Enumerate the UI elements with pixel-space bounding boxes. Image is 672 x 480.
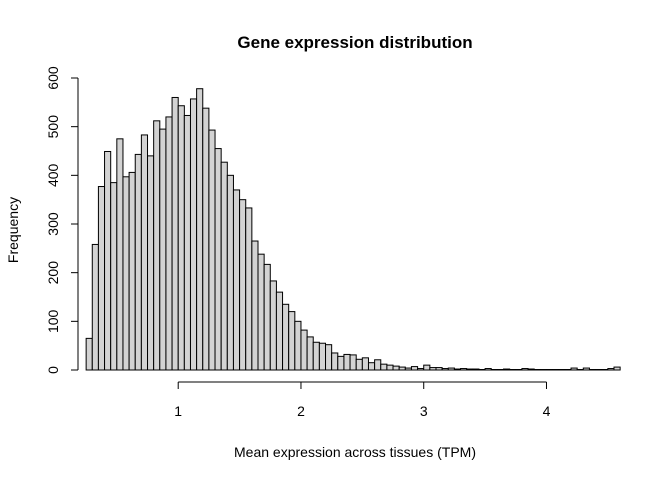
histogram-bar	[460, 368, 468, 371]
y-axis: 0 100 200 300 400 500 600	[45, 66, 79, 374]
y-tick-label: 100	[45, 309, 61, 333]
chart-title: Gene expression distribution	[237, 33, 472, 52]
histogram-bar	[177, 105, 185, 371]
histogram-bar	[122, 176, 130, 371]
histogram-bar	[257, 253, 265, 371]
y-tick-label: 600	[45, 66, 61, 90]
histogram-bar	[220, 161, 228, 371]
histogram-bar	[398, 366, 406, 371]
histogram-bar	[140, 134, 149, 371]
histogram-bar	[570, 367, 578, 371]
x-axis-label: Mean expression across tissues (TPM)	[234, 444, 476, 460]
histogram-bar	[441, 368, 449, 371]
histogram-bar	[232, 189, 241, 371]
histogram-bar	[417, 368, 425, 371]
histogram-bar	[337, 355, 345, 371]
histogram-bar	[361, 357, 369, 371]
histogram-bar	[349, 354, 357, 371]
histogram-bar	[214, 148, 222, 371]
histogram-bar	[153, 120, 161, 371]
histogram-bar	[521, 368, 529, 371]
histogram-bar	[423, 364, 431, 371]
histogram-bar	[269, 280, 277, 371]
histogram-bar	[288, 311, 296, 371]
y-tick-label: 200	[45, 261, 61, 285]
histogram-bar	[300, 329, 308, 371]
histogram-bar	[429, 367, 437, 371]
histogram-bar	[318, 342, 327, 371]
histogram-bar	[386, 364, 394, 371]
histogram-bar	[104, 150, 112, 371]
histogram-bar	[239, 199, 247, 371]
x-tick-label: 4	[543, 403, 551, 419]
y-tick-label: 500	[45, 115, 61, 139]
histogram-bar	[312, 341, 320, 371]
x-tick-label: 3	[420, 403, 428, 419]
histogram-bar	[165, 116, 173, 371]
histogram-bar	[453, 368, 462, 371]
histogram-bar	[128, 171, 136, 371]
histogram-bar	[527, 368, 535, 371]
histogram-bar	[202, 107, 210, 371]
histogram-bar	[325, 344, 333, 371]
histogram-bar	[503, 368, 511, 371]
histogram-bar	[91, 243, 99, 371]
histogram-bar	[367, 362, 376, 371]
y-tick-label: 400	[45, 163, 61, 187]
histogram-bar	[331, 352, 339, 371]
histogram-bar	[208, 129, 216, 371]
histogram-bar	[582, 367, 590, 371]
histogram-bar	[410, 366, 419, 371]
histogram-bar	[447, 367, 455, 371]
y-tick-label: 300	[45, 212, 61, 236]
x-tick-label: 1	[174, 403, 182, 419]
y-axis-label: Frequency	[5, 197, 21, 263]
histogram-bar	[116, 138, 124, 371]
histogram-bar	[183, 114, 191, 371]
histogram-bar	[226, 174, 234, 371]
histogram-bar	[171, 96, 179, 371]
histogram-bar	[466, 368, 474, 371]
histogram-bar	[607, 368, 615, 371]
histogram-bar	[380, 363, 388, 371]
histogram-bars	[85, 88, 621, 371]
histogram-bar	[134, 153, 142, 371]
histogram-bar	[484, 368, 492, 371]
histogram-bar	[343, 353, 351, 371]
histogram-bar	[374, 359, 382, 371]
histogram-bar	[294, 320, 302, 371]
histogram-bar	[355, 358, 363, 371]
histogram-bar	[245, 207, 253, 371]
x-tick-label: 2	[297, 403, 305, 419]
histogram-bar	[189, 98, 198, 371]
histogram-bar	[97, 186, 106, 371]
histogram-bar	[404, 367, 412, 371]
x-axis: 1 2 3 4	[174, 381, 551, 419]
histogram-bar	[263, 263, 271, 371]
histogram-bar	[85, 337, 93, 371]
histogram-bar	[147, 155, 155, 371]
y-tick-label: 0	[45, 366, 61, 374]
histogram-bar	[392, 365, 400, 371]
histogram-bar	[275, 291, 284, 371]
histogram-bar	[251, 240, 259, 371]
histogram-bar	[110, 182, 118, 371]
histogram-bar	[306, 336, 314, 371]
histogram-bar	[159, 128, 167, 371]
histogram-bar	[472, 368, 480, 371]
histogram-bar	[196, 88, 204, 371]
histogram-bar	[435, 367, 443, 371]
histogram-bar	[282, 303, 290, 371]
histogram-bar	[613, 366, 621, 371]
